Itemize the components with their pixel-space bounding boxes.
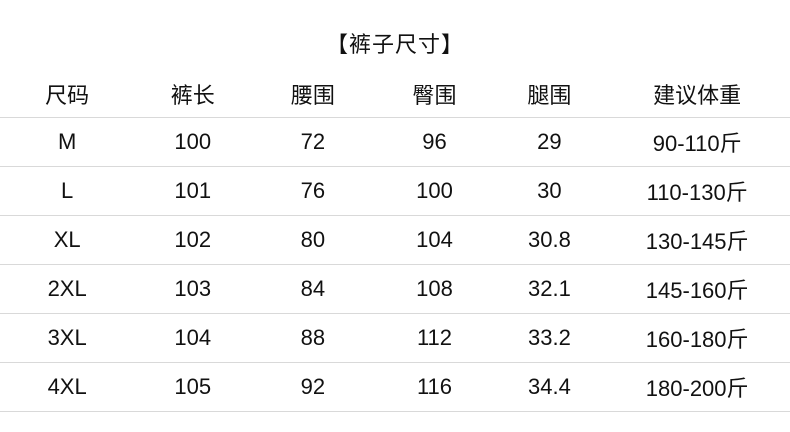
leg-cell: 29 xyxy=(494,117,605,167)
leg-cell: 30.8 xyxy=(494,215,605,265)
table-row: 2XL 103 84 108 32.1 145-160斤 xyxy=(0,264,790,314)
table-row: M 100 72 96 29 90-110斤 xyxy=(0,117,790,167)
column-header-pant-length: 裤长 xyxy=(134,70,252,118)
weight-cell: 130-145斤 xyxy=(604,215,790,265)
table-row: XL 102 80 104 30.8 130-145斤 xyxy=(0,215,790,265)
length-cell: 100 xyxy=(134,117,252,167)
hip-cell: 112 xyxy=(374,313,495,363)
waist-cell: 76 xyxy=(251,166,375,216)
size-cell: L xyxy=(0,166,135,216)
column-header-leg: 腿围 xyxy=(494,70,605,118)
weight-cell: 180-200斤 xyxy=(604,362,790,412)
hip-cell: 104 xyxy=(374,215,495,265)
table-header-row: 尺码 裤长 腰围 臀围 腿围 建议体重 xyxy=(0,70,790,118)
leg-cell: 34.4 xyxy=(494,362,605,412)
length-cell: 103 xyxy=(134,264,252,314)
table-row: 4XL 105 92 116 34.4 180-200斤 xyxy=(0,362,790,412)
size-cell: 3XL xyxy=(0,313,135,363)
length-cell: 105 xyxy=(134,362,252,412)
size-cell: XL xyxy=(0,215,135,265)
column-header-weight: 建议体重 xyxy=(604,70,790,118)
leg-cell: 30 xyxy=(494,166,605,216)
length-cell: 104 xyxy=(134,313,252,363)
size-table: 尺码 裤长 腰围 臀围 腿围 建议体重 M 100 72 96 29 90-11… xyxy=(0,70,790,412)
leg-cell: 33.2 xyxy=(494,313,605,363)
hip-cell: 96 xyxy=(374,117,495,167)
size-cell: 4XL xyxy=(0,362,135,412)
leg-cell: 32.1 xyxy=(494,264,605,314)
length-cell: 102 xyxy=(134,215,252,265)
hip-cell: 108 xyxy=(374,264,495,314)
weight-cell: 145-160斤 xyxy=(604,264,790,314)
hip-cell: 100 xyxy=(374,166,495,216)
column-header-size: 尺码 xyxy=(0,70,135,118)
size-cell: 2XL xyxy=(0,264,135,314)
weight-cell: 90-110斤 xyxy=(604,117,790,167)
waist-cell: 80 xyxy=(251,215,375,265)
column-header-waist: 腰围 xyxy=(251,70,375,118)
hip-cell: 116 xyxy=(374,362,495,412)
waist-cell: 92 xyxy=(251,362,375,412)
table-row: L 101 76 100 30 110-130斤 xyxy=(0,166,790,216)
page-title: 【裤子尺寸】 xyxy=(325,32,464,57)
weight-cell: 160-180斤 xyxy=(604,313,790,363)
waist-cell: 88 xyxy=(251,313,375,363)
table-row: 3XL 104 88 112 33.2 160-180斤 xyxy=(0,313,790,363)
waist-cell: 72 xyxy=(251,117,375,167)
size-cell: M xyxy=(0,117,135,167)
waist-cell: 84 xyxy=(251,264,375,314)
column-header-hip: 臀围 xyxy=(374,70,495,118)
weight-cell: 110-130斤 xyxy=(604,166,790,216)
length-cell: 101 xyxy=(134,166,252,216)
